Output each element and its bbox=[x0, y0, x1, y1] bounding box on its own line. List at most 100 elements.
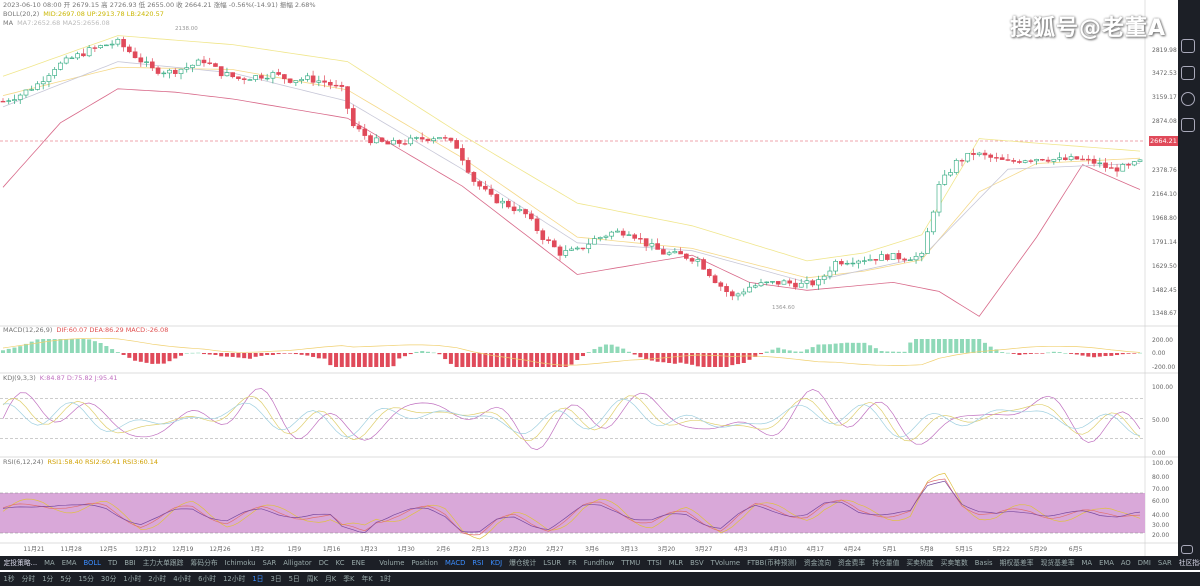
timeframe-option[interactable]: 季K bbox=[343, 575, 355, 583]
indicator-toggle[interactable]: MACD bbox=[444, 559, 466, 567]
indicator-toggle[interactable]: 筹码分布 bbox=[190, 559, 218, 567]
macd-values: DIF:60.07 DEA:86.29 MACD:-26.08 bbox=[56, 326, 169, 334]
indicator-toggle[interactable]: DC bbox=[318, 559, 329, 567]
indicator-toggle[interactable]: 现货基差率 bbox=[1040, 559, 1075, 567]
rsi-legend[interactable]: RSI(6,12,24) RSI1:58.40 RSI2:60.41 RSI3:6… bbox=[3, 458, 162, 467]
indicator-toggle[interactable]: TD bbox=[107, 559, 118, 567]
timeframe-option[interactable]: 4小时 bbox=[173, 575, 192, 583]
macd-legend[interactable]: MACD(12,26,9) DIF:60.07 DEA:86.29 MACD:-2… bbox=[3, 326, 172, 335]
timeframe-option[interactable]: 30分 bbox=[100, 575, 117, 583]
timeframe-option[interactable]: 2小时 bbox=[148, 575, 167, 583]
indicator-toggle[interactable]: TTSI bbox=[647, 559, 662, 567]
candle-body bbox=[138, 57, 144, 63]
indicator-toggle[interactable]: DMI bbox=[1137, 559, 1151, 567]
candle-body bbox=[12, 99, 17, 102]
macd-bar bbox=[902, 351, 907, 353]
macd-bar bbox=[896, 351, 901, 353]
indicator-toggle[interactable]: 持仓量值 bbox=[872, 559, 900, 567]
timeframe-option[interactable]: 1时 bbox=[379, 575, 391, 583]
candle-body bbox=[643, 238, 649, 247]
indicator-toggle[interactable]: BOLL bbox=[83, 559, 101, 567]
timeframe-option[interactable]: 年K bbox=[361, 575, 373, 583]
indicator-toggle[interactable]: FTBB(币种预测) bbox=[747, 559, 797, 567]
layout-icon[interactable] bbox=[1181, 39, 1195, 53]
candle-body bbox=[517, 209, 523, 212]
macd-bar bbox=[724, 353, 729, 367]
indicator-toggle[interactable]: KC bbox=[335, 559, 345, 567]
indicator-toggle[interactable]: TVolume bbox=[710, 559, 741, 567]
indicator-toggle[interactable]: Ichimoku bbox=[224, 559, 256, 567]
indicator-toggle[interactable]: SAR bbox=[1157, 559, 1172, 567]
candle-body bbox=[729, 291, 735, 297]
macd-bar bbox=[408, 353, 413, 355]
indicator-toggle[interactable]: FR bbox=[568, 559, 577, 567]
ma-legend[interactable]: MA MA7:2652.68 MA25:2656.08 bbox=[3, 19, 114, 28]
indicator-toggle[interactable]: Position bbox=[411, 559, 438, 567]
indicator-toggle[interactable]: KDJ bbox=[490, 559, 503, 567]
indicator-toggle[interactable]: LSUR bbox=[543, 559, 562, 567]
price-axis-label: 1791.14 bbox=[1152, 239, 1177, 246]
macd-bar bbox=[592, 349, 597, 353]
boll-legend[interactable]: BOLL(20,2) MID:2697.08 UP:2913.78 LB:2420… bbox=[3, 10, 168, 19]
timeframe-option[interactable]: 5日 bbox=[288, 575, 300, 583]
indicator-toggle[interactable]: Volume bbox=[379, 559, 405, 567]
grid-icon[interactable] bbox=[1181, 66, 1195, 80]
macd-bar bbox=[311, 353, 316, 357]
indicator-toggle[interactable]: 资金流向 bbox=[803, 559, 832, 567]
indicator-toggle[interactable]: Basis bbox=[974, 559, 993, 567]
indicator-toggle[interactable]: MA bbox=[44, 559, 55, 567]
timeframe-option[interactable]: 1日 bbox=[252, 575, 264, 583]
indicator-toggle[interactable]: 主力大单跟踪 bbox=[142, 559, 184, 567]
indicator-toggle[interactable]: EMA bbox=[1099, 559, 1114, 567]
timeframe-option[interactable]: 分时 bbox=[21, 575, 36, 583]
indicator-toggle[interactable]: BBI bbox=[124, 559, 136, 567]
snapshot-icon[interactable] bbox=[1181, 118, 1195, 132]
indicator-toggle[interactable]: MA bbox=[1081, 559, 1093, 567]
indicator-toggle[interactable]: 资金费率 bbox=[838, 559, 866, 567]
indicator-toggle[interactable]: EMA bbox=[61, 559, 77, 567]
macd-bar bbox=[1000, 352, 1005, 353]
macd-bar bbox=[856, 342, 861, 353]
chart-option[interactable]: 社区指标 bbox=[1178, 559, 1200, 567]
candle-body bbox=[902, 258, 907, 261]
indicator-toggle[interactable]: TTMU bbox=[621, 559, 641, 567]
indicator-toggle[interactable]: 买卖笔数 bbox=[940, 559, 968, 567]
macd-axis-label: -200.00 bbox=[1152, 364, 1175, 371]
indicator-toggle[interactable]: BSV bbox=[690, 559, 704, 567]
timeframe-option[interactable]: 5分 bbox=[60, 575, 72, 583]
timeframe-option[interactable]: 3日 bbox=[270, 575, 282, 583]
indicator-toggle[interactable]: Fundflow bbox=[583, 559, 615, 567]
timeframe-option[interactable]: 周K bbox=[306, 575, 318, 583]
indicator-toggle[interactable]: MLR bbox=[668, 559, 684, 567]
timeframe-option[interactable]: 1分 bbox=[42, 575, 54, 583]
indicator-toggle[interactable]: RSI bbox=[472, 559, 484, 567]
macd-bar bbox=[1137, 352, 1143, 354]
timeframe-option[interactable]: 6小时 bbox=[198, 575, 217, 583]
settings-icon[interactable] bbox=[1181, 92, 1195, 106]
timeframe-option[interactable]: 月K bbox=[324, 575, 337, 583]
candle-body bbox=[385, 141, 391, 145]
indicator-toggle[interactable]: SAR bbox=[262, 559, 277, 567]
timeframe-option[interactable]: 12小时 bbox=[223, 575, 246, 583]
candle-body bbox=[442, 137, 448, 139]
candle-body bbox=[971, 152, 976, 155]
timeframe-option[interactable]: 15分 bbox=[78, 575, 94, 583]
timeframe-option[interactable]: 1秒 bbox=[3, 575, 15, 583]
indicator-toggle[interactable]: AO bbox=[1120, 559, 1131, 567]
indicator-toggle[interactable]: 爆仓统计 bbox=[509, 559, 537, 567]
candle-body bbox=[362, 128, 368, 136]
expand-icon[interactable] bbox=[1181, 545, 1193, 554]
indicator-toggle[interactable]: ENE bbox=[351, 559, 366, 567]
kdj-legend[interactable]: KDJ(9,3,3) K:84.87 D:75.82 J:95.41 bbox=[3, 374, 122, 383]
x-axis-label: 12月19 bbox=[172, 546, 193, 553]
strategy-menu[interactable]: 定投策略... bbox=[3, 559, 38, 567]
indicator-toggle[interactable]: 买卖热度 bbox=[906, 559, 934, 567]
candle-body bbox=[40, 81, 46, 85]
macd-bar bbox=[615, 346, 620, 353]
macd-bar bbox=[845, 342, 850, 353]
indicator-toggle[interactable]: Alligator bbox=[283, 559, 312, 567]
timeframe-option[interactable]: 1小时 bbox=[123, 575, 142, 583]
indicator-toggle[interactable]: 期权基差率 bbox=[999, 559, 1034, 567]
